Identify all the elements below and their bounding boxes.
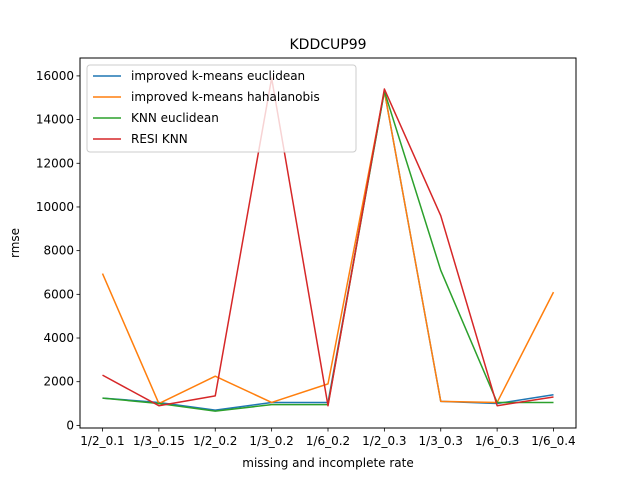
plot-lines bbox=[101, 77, 555, 412]
y-tick-label: 10000 bbox=[36, 200, 74, 214]
legend-label: RESI KNN bbox=[131, 132, 188, 146]
x-tick-label: 1/6_0.3 bbox=[475, 434, 519, 448]
legend-label: KNN euclidean bbox=[131, 111, 219, 125]
x-tick-label: 1/6_0.4 bbox=[531, 434, 575, 448]
chart-title: KDDCUP99 bbox=[289, 37, 366, 53]
legend: improved k-means euclidean improved k-mea… bbox=[86, 64, 357, 153]
legend-box bbox=[86, 64, 357, 153]
y-tick-label: 12000 bbox=[36, 156, 74, 170]
x-tick-label: 1/2_0.2 bbox=[193, 434, 237, 448]
series-line-4 bbox=[102, 77, 554, 407]
x-tick-label: 1/6_0.2 bbox=[306, 434, 350, 448]
x-tick-label: 1/3_0.3 bbox=[419, 434, 463, 448]
x-axis: 1/2_0.1 1/3_0.15 1/2_0.2 1/3_0.2 1/6_0.2 1/2_… bbox=[80, 428, 576, 448]
y-tick-label: 14000 bbox=[36, 113, 74, 127]
y-axis: 0 2000 4000 6000 8000 10000 12000 14000 16000 bbox=[36, 69, 80, 432]
legend-label: improved k-means euclidean bbox=[131, 69, 305, 83]
y-tick-label: 4000 bbox=[43, 331, 74, 345]
x-tick-label: 1/3_0.15 bbox=[133, 434, 185, 448]
series-line-2 bbox=[101, 90, 555, 405]
y-tick-label: 6000 bbox=[43, 287, 74, 301]
x-axis-label: missing and incomplete rate bbox=[242, 456, 413, 470]
x-tick-label: 1/3_0.2 bbox=[249, 434, 293, 448]
x-tick-label: 1/2_0.1 bbox=[80, 434, 124, 448]
legend-label: improved k-means hahalanobis bbox=[131, 90, 320, 104]
y-axis-label: rmse bbox=[8, 228, 22, 258]
y-tick-label: 2000 bbox=[43, 375, 74, 389]
x-tick-label: 1/2_0.3 bbox=[362, 434, 406, 448]
y-tick-label: 16000 bbox=[36, 69, 74, 83]
y-tick-label: 8000 bbox=[43, 244, 74, 258]
y-tick-label: 0 bbox=[66, 418, 74, 432]
